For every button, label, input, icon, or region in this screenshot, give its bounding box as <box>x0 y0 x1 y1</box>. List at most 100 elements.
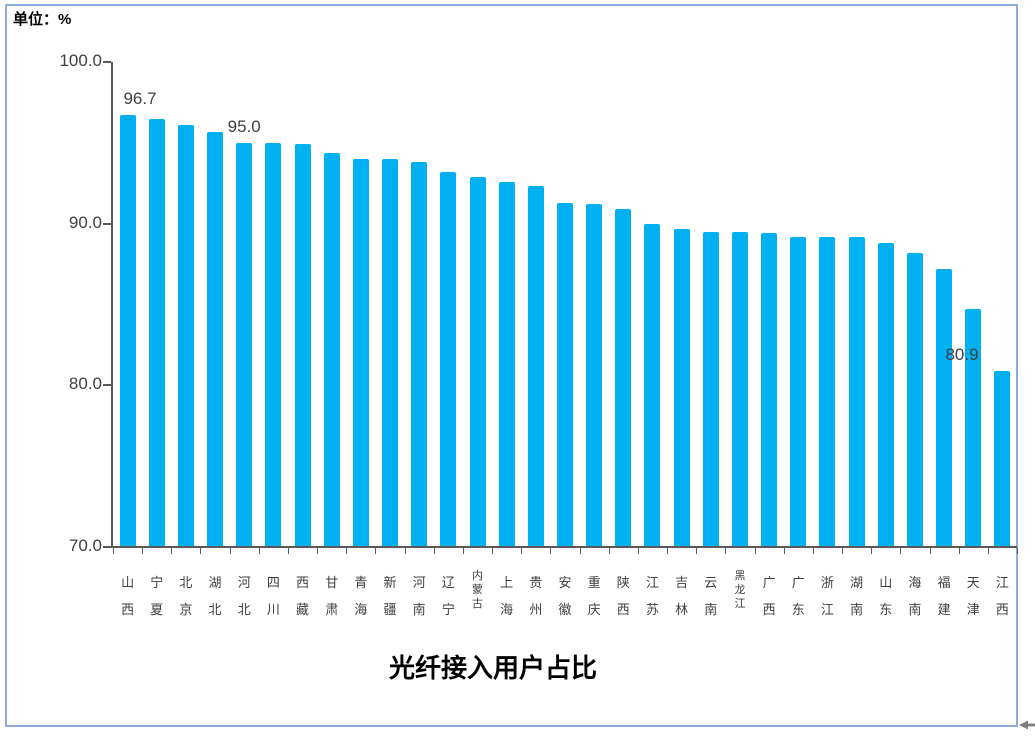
x-tick <box>113 548 114 554</box>
x-category-label: 云南 <box>704 575 718 617</box>
y-tick-label: 90.0 <box>68 212 102 232</box>
chart-title: 光纤接入用户占比 <box>388 653 598 683</box>
x-category-label: 宁夏 <box>150 575 164 617</box>
bar <box>819 236 836 546</box>
x-axis-line <box>111 546 1017 548</box>
x-tick <box>317 548 319 554</box>
bar-value-label: 96.7 <box>123 89 157 109</box>
x-category-label: 江西 <box>995 575 1009 617</box>
bar <box>177 125 194 546</box>
x-category-label: 四川 <box>266 575 280 617</box>
x-tick <box>492 548 494 554</box>
x-tick <box>229 548 231 554</box>
y-tick-label: 70.0 <box>68 536 102 555</box>
x-category-label: 广西 <box>762 575 776 617</box>
x-category-label: 福建 <box>937 575 951 617</box>
bar <box>352 159 369 546</box>
x-tick <box>521 548 523 554</box>
x-tick <box>783 548 785 554</box>
y-tick <box>103 61 111 63</box>
x-tick <box>842 548 844 554</box>
x-category-label: 海南 <box>908 575 922 617</box>
bar <box>586 204 603 546</box>
x-tick <box>1017 548 1018 554</box>
x-category-label: 河北 <box>237 575 251 617</box>
bar-value-label: 80.9 <box>945 344 979 364</box>
x-category-label: 新疆 <box>383 575 397 617</box>
x-category-label: 陕西 <box>616 575 630 617</box>
x-tick <box>871 548 873 554</box>
y-tick <box>103 384 111 387</box>
y-tick-label: 80.0 <box>68 374 102 394</box>
x-category-label: 北京 <box>179 575 193 617</box>
x-category-label: 吉林 <box>675 575 689 617</box>
x-category-label: 内蒙古 <box>472 570 484 610</box>
x-category-label: 浙江 <box>820 575 834 617</box>
x-tick <box>142 548 144 554</box>
bar <box>702 231 719 546</box>
x-category-label: 山西 <box>121 575 135 617</box>
bar <box>294 144 311 546</box>
bar <box>615 209 632 546</box>
bar <box>527 186 544 546</box>
x-category-label: 安徽 <box>558 575 572 617</box>
bar <box>148 118 165 546</box>
x-tick <box>462 548 464 554</box>
bar <box>265 142 282 546</box>
x-category-label: 河南 <box>412 575 426 617</box>
bar <box>236 142 253 546</box>
x-tick <box>958 548 960 554</box>
x-tick <box>637 548 639 554</box>
x-tick <box>754 548 756 554</box>
bar <box>119 115 136 546</box>
x-category-label: 黑龙江 <box>734 570 746 610</box>
x-tick <box>346 548 348 554</box>
x-tick <box>987 548 989 554</box>
bar <box>557 202 573 546</box>
bar <box>848 236 865 546</box>
x-category-label: 湖南 <box>850 575 864 617</box>
x-category-label: 江苏 <box>645 575 659 617</box>
x-tick <box>375 548 377 554</box>
x-tick <box>900 548 902 554</box>
bar <box>498 181 515 546</box>
chart-border <box>5 4 1018 727</box>
bar <box>440 171 457 546</box>
x-tick <box>171 548 173 554</box>
x-category-label: 山东 <box>879 575 893 617</box>
left-arrow-icon <box>1019 720 1035 730</box>
x-tick <box>550 548 552 554</box>
bar <box>994 370 1011 546</box>
bar <box>469 176 486 546</box>
x-category-label: 青海 <box>354 575 368 617</box>
bar <box>411 162 428 546</box>
x-category-label: 湖北 <box>208 575 222 617</box>
bar <box>761 233 778 546</box>
y-axis-line <box>111 62 113 548</box>
bar <box>382 159 399 546</box>
x-tick <box>725 548 727 554</box>
x-tick <box>579 548 581 554</box>
x-category-label: 上海 <box>500 575 514 617</box>
x-tick <box>667 548 669 554</box>
bar <box>323 152 340 546</box>
x-category-label: 天津 <box>966 575 980 617</box>
x-tick <box>929 548 931 554</box>
bar <box>936 268 953 546</box>
x-category-label: 重庆 <box>587 575 601 617</box>
x-category-label: 广东 <box>791 575 805 617</box>
bar <box>965 309 982 546</box>
y-tick <box>103 222 111 225</box>
bar <box>644 223 661 546</box>
x-category-label: 西藏 <box>296 575 310 617</box>
x-category-label: 贵州 <box>529 575 543 617</box>
bar <box>790 236 807 546</box>
y-tick <box>103 546 111 548</box>
x-tick <box>404 548 406 554</box>
x-tick <box>696 548 698 554</box>
bar-value-label: 95.0 <box>227 116 261 136</box>
x-tick <box>258 548 260 554</box>
x-tick <box>608 548 610 554</box>
